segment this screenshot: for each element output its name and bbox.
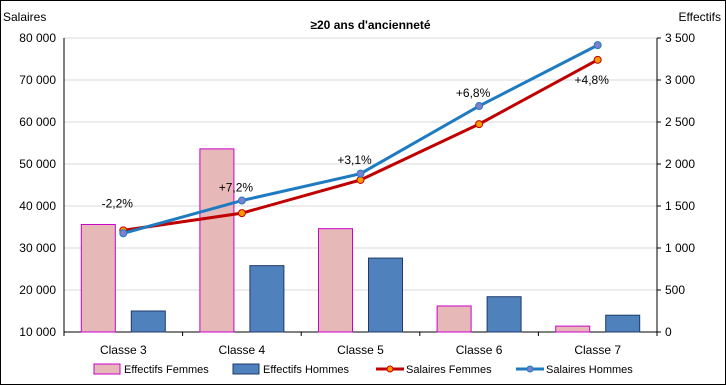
percent-annotation: +7,2% xyxy=(219,180,254,194)
y-left-tick-label: 40 000 xyxy=(19,199,56,213)
legend-label: Effectifs Femmes xyxy=(124,364,209,376)
x-tick-label: Classe 5 xyxy=(337,343,384,357)
y-left-tick-label: 60 000 xyxy=(19,115,56,129)
bar-effectifs-femmes xyxy=(80,223,116,333)
y-left-tick-label: 20 000 xyxy=(19,283,56,297)
chart-title: ≥20 ans d'ancienneté xyxy=(310,18,430,32)
y-right-tick-label: 1 000 xyxy=(665,241,695,255)
x-tick-label: Classe 6 xyxy=(456,343,503,357)
y-left-tick-label: 30 000 xyxy=(19,241,56,255)
y-right-tick-label: 2 500 xyxy=(665,115,695,129)
point-salaires-hommes xyxy=(475,102,484,111)
y-left-tick-label: 50 000 xyxy=(19,157,56,171)
y-right-axis-title: Effectifs xyxy=(679,10,721,24)
y-right-tick-label: 2 000 xyxy=(665,157,695,171)
legend-label: Salaires Hommes xyxy=(546,364,633,376)
y-left-tick-label: 10 000 xyxy=(19,325,56,339)
legend-marker xyxy=(526,365,534,373)
line-salaires-hommes xyxy=(122,43,599,235)
bar-effectifs-femmes xyxy=(436,305,472,333)
y-right-tick-label: 0 xyxy=(665,325,672,339)
y-right-tick-label: 500 xyxy=(665,283,685,297)
y-left-axis-title: Salaires xyxy=(3,10,46,24)
point-salaires-femmes xyxy=(475,120,484,129)
bar-effectifs-hommes xyxy=(249,265,285,333)
bar-effectifs-hommes xyxy=(605,314,641,333)
y-right-tick-label: 3 500 xyxy=(665,31,695,45)
point-salaires-hommes xyxy=(237,196,246,205)
bar-effectifs-hommes xyxy=(130,310,166,333)
point-salaires-hommes xyxy=(119,229,128,238)
legend-swatch xyxy=(93,363,121,375)
bar-effectifs-hommes xyxy=(368,257,403,333)
x-tick-label: Classe 7 xyxy=(574,343,621,357)
percent-annotation: -2,2% xyxy=(102,196,134,210)
legend-label: Effectifs Hommes xyxy=(263,364,349,376)
x-tick-label: Classe 3 xyxy=(100,343,147,357)
y-right-tick-label: 3 000 xyxy=(665,73,695,87)
point-salaires-femmes xyxy=(237,209,246,218)
line-salaires-femmes xyxy=(123,58,599,232)
y-left-tick-label: 70 000 xyxy=(19,73,56,87)
x-tick-label: Classe 4 xyxy=(219,343,266,357)
point-salaires-hommes xyxy=(356,169,365,178)
legend-marker xyxy=(386,365,394,373)
y-left-tick-label: 80 000 xyxy=(19,31,56,45)
bar-effectifs-hommes xyxy=(486,296,522,333)
point-salaires-femmes xyxy=(593,55,602,64)
y-right-tick-label: 1 500 xyxy=(665,199,695,213)
bar-effectifs-femmes xyxy=(199,148,235,333)
legend-label: Salaires Femmes xyxy=(406,364,492,376)
bar-effectifs-femmes xyxy=(555,325,591,333)
percent-annotation: +4,8% xyxy=(575,73,610,87)
bar-effectifs-femmes xyxy=(318,228,353,333)
percent-annotation: +6,8% xyxy=(456,86,491,100)
percent-annotation: +3,1% xyxy=(337,153,372,167)
legend-swatch xyxy=(232,363,260,375)
point-salaires-hommes xyxy=(593,41,602,50)
